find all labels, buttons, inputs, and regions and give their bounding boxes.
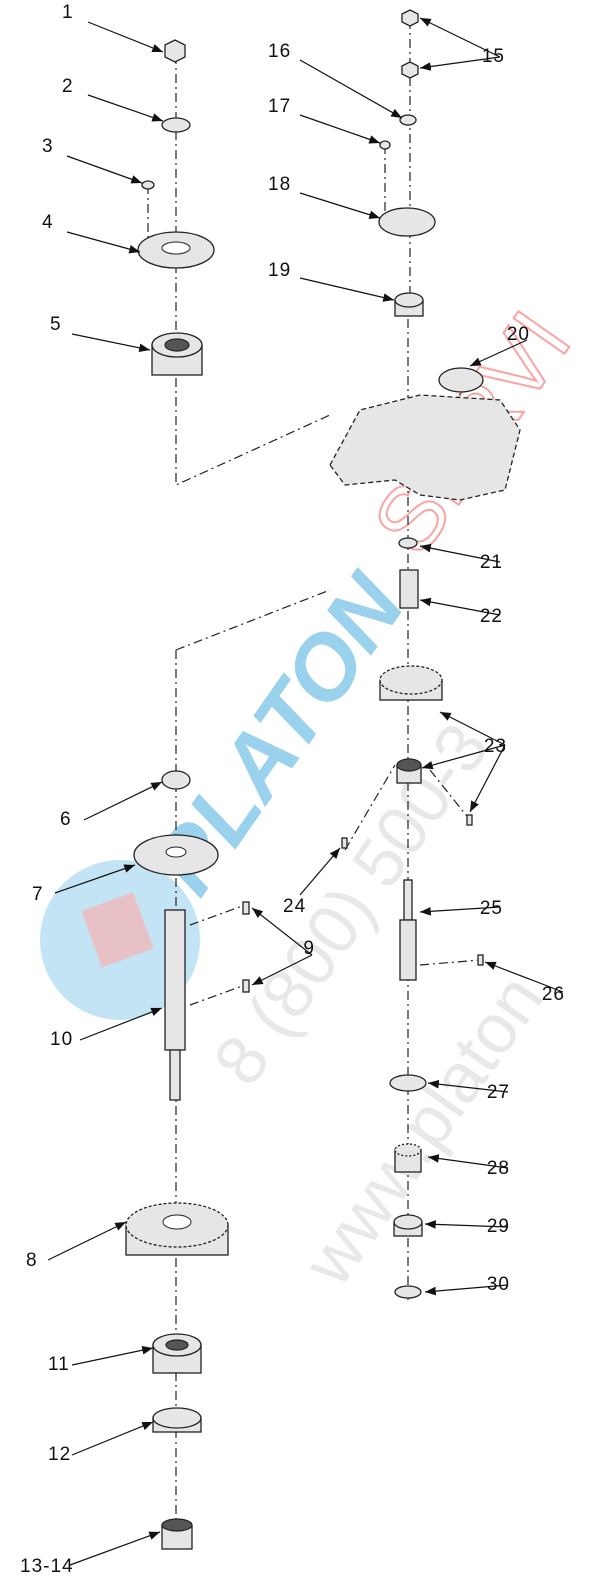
callout-label: 11	[48, 1354, 70, 1375]
callout-label: 15	[482, 46, 505, 67]
callout-label: 28	[487, 1158, 510, 1179]
plate-hole	[162, 242, 190, 254]
key	[243, 980, 249, 992]
parts-diagram: PLATON SERVI 8 (800) 500-3 www.platon	[0, 0, 593, 1585]
callout-label: 9	[303, 938, 315, 959]
bearing-bore	[165, 339, 189, 351]
callout-label: 29	[487, 1216, 510, 1237]
seal	[162, 771, 190, 789]
callout-label: 20	[507, 324, 530, 345]
gear-top	[380, 666, 442, 694]
nut	[402, 62, 418, 78]
leader-arrow	[300, 193, 380, 218]
leader-arrow	[300, 115, 380, 143]
leader-arrow	[300, 60, 402, 118]
shaft	[165, 910, 185, 1050]
leader-arrow	[72, 334, 150, 350]
callout-label: 4	[42, 212, 54, 233]
bearing-top	[394, 1215, 422, 1229]
pinion-top	[395, 1144, 421, 1156]
nut	[165, 40, 185, 62]
callout-label: 2	[62, 76, 74, 97]
callout-label: 16	[268, 41, 291, 62]
callout-label: 25	[480, 898, 503, 919]
plate	[379, 208, 435, 236]
callout-label: 13-14	[20, 1556, 74, 1577]
leader-arrow	[84, 782, 162, 820]
callout-label: 26	[542, 984, 565, 1005]
screw	[380, 141, 390, 149]
pin	[467, 815, 472, 825]
callout-label: 17	[268, 96, 291, 117]
callout-label: 12	[48, 1444, 71, 1465]
shaft-end	[170, 1050, 180, 1100]
callout-label: 27	[487, 1082, 510, 1103]
shaft	[404, 880, 412, 920]
leader-arrow	[300, 278, 394, 300]
washer	[400, 115, 416, 125]
hub-top	[397, 759, 421, 771]
leader-arrow	[72, 1422, 153, 1455]
leader-arrow	[88, 22, 163, 52]
callout-label: 18	[268, 174, 291, 195]
callout-label: 3	[42, 136, 54, 157]
leader-arrow	[72, 1348, 153, 1365]
callout-label: 5	[50, 314, 62, 335]
housing	[330, 395, 520, 500]
cap	[439, 368, 483, 392]
seal-top	[153, 1408, 201, 1428]
callout-label: 10	[50, 1029, 73, 1050]
leader-arrow	[48, 1222, 126, 1260]
leader-arrow	[67, 156, 142, 183]
clip	[395, 1286, 421, 1298]
callout-label: 23	[484, 736, 507, 757]
bearing-bore	[166, 1340, 188, 1350]
nut	[402, 10, 418, 26]
callout-label: 24	[283, 896, 306, 917]
disc-hole	[166, 847, 186, 857]
callout-label: 6	[60, 809, 72, 830]
callout-label: 8	[26, 1250, 38, 1271]
callout-label: 22	[480, 606, 503, 627]
leader-arrow	[67, 232, 140, 252]
pin	[342, 838, 347, 848]
callout-label: 1	[62, 2, 74, 23]
callout-label: 7	[32, 884, 44, 905]
key	[243, 902, 249, 914]
washer	[162, 118, 190, 132]
leader-arrow	[70, 1532, 160, 1565]
gear-bore	[163, 1215, 191, 1229]
shaft-body	[400, 920, 416, 980]
leader-arrow	[88, 95, 163, 121]
sleeve	[400, 570, 418, 608]
bushing-top	[162, 1519, 192, 1531]
callout-label: 19	[268, 260, 291, 281]
bearing-top	[395, 293, 423, 307]
callout-label: 21	[480, 552, 503, 573]
watermark-site: www.platon	[288, 961, 558, 1300]
screw	[142, 181, 154, 189]
callout-label: 30	[487, 1274, 510, 1295]
washer	[390, 1075, 426, 1091]
washer	[399, 538, 417, 548]
key	[478, 955, 483, 965]
